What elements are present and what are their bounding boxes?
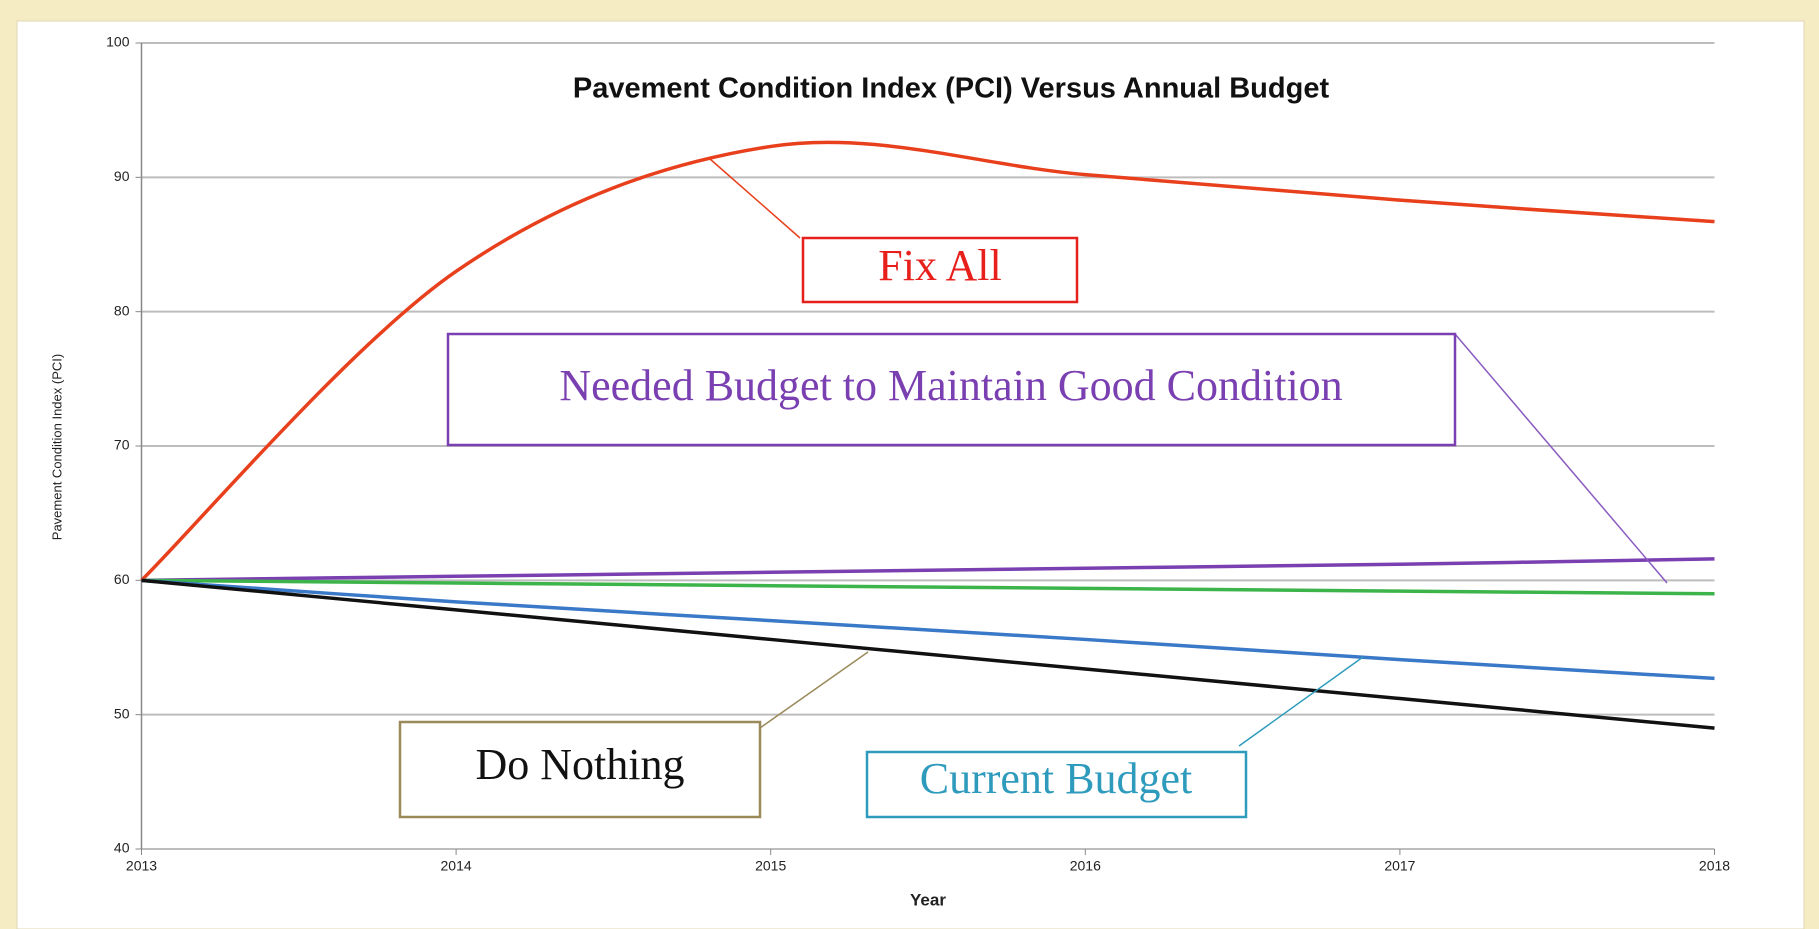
annotation-box [446,332,1457,447]
y-tick-label: 70 [114,437,130,453]
y-tick-label: 60 [114,571,130,587]
y-tick-label: 80 [114,302,130,318]
series-line [140,140,1715,582]
y-tick-label: 40 [114,840,130,856]
x-axis-label: Year [910,890,946,909]
series-line [141,578,1715,596]
leader-line [709,158,801,239]
series-line [141,578,1715,730]
x-tick-label: 2014 [441,858,472,874]
leader-line [1238,656,1364,747]
series-line [141,578,1715,681]
x-tick-label: 2015 [755,858,786,874]
annotation-box [398,720,762,819]
leader-line [1454,333,1668,584]
chart-title: Pavement Condition Index (PCI) Versus An… [573,73,1330,105]
x-tick-label: 2016 [1070,858,1101,874]
y-tick-label: 90 [114,168,130,184]
annotation: Fix All [878,241,1002,290]
annotation: Current Budget [920,754,1193,803]
annotation-box [801,236,1079,304]
y-tick-label: 50 [114,705,130,721]
x-tick-label: 2018 [1699,858,1730,874]
lines [140,140,1715,730]
annotation: Do Nothing [476,740,685,789]
series-line [141,557,1715,583]
x-tick-label: 2017 [1384,858,1415,874]
grid: 40 50 60 70 80 90 100 2013 2014 2015 2016 2017 2018 [106,34,1730,874]
y-tick-label: 100 [106,34,130,50]
y-axis-label: Pavement Condition Index (PCI) [49,354,64,540]
annotation: Needed Budget to Maintain Good Condition [559,361,1342,410]
x-tick-label: 2013 [126,858,157,874]
annotation-box [865,750,1248,819]
leader-line [759,651,869,729]
